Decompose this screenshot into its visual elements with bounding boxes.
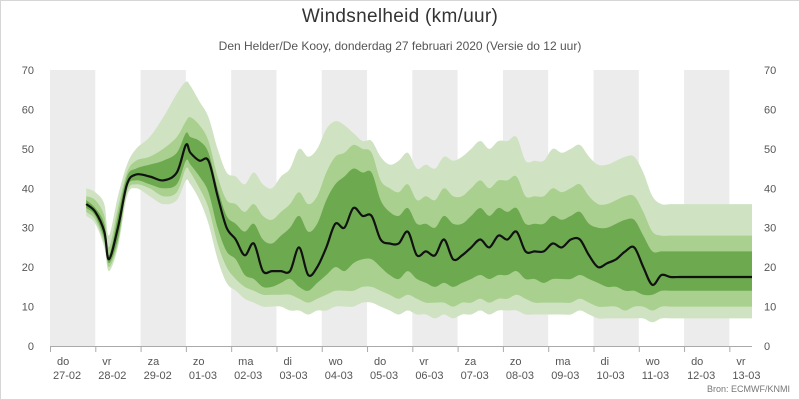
x-tick-date: 04-03 bbox=[325, 370, 353, 382]
y-tick-label-left: 60 bbox=[22, 104, 34, 116]
x-tick-date: 08-03 bbox=[506, 370, 534, 382]
x-tick-day: wo bbox=[645, 356, 660, 368]
y-tick-label-right: 60 bbox=[764, 104, 776, 116]
y-tick-label-left: 40 bbox=[22, 183, 34, 195]
y-tick-label-right: 70 bbox=[764, 65, 776, 77]
x-tick-date: 09-03 bbox=[551, 370, 579, 382]
x-tick-date: 12-03 bbox=[687, 370, 715, 382]
x-tick-day: di bbox=[283, 356, 292, 368]
y-tick-label-right: 0 bbox=[764, 341, 770, 353]
y-tick-label-left: 50 bbox=[22, 144, 34, 156]
x-tick-day: zo bbox=[193, 356, 205, 368]
source-credit: Bron: ECMWF/KNMI bbox=[706, 384, 790, 394]
chart-subtitle: Den Helder/De Kooy, donderdag 27 februar… bbox=[218, 39, 582, 53]
y-tick-label-left: 20 bbox=[22, 262, 34, 274]
x-tick-date: 05-03 bbox=[370, 370, 398, 382]
x-tick-day: zo bbox=[510, 356, 522, 368]
y-tick-label-left: 0 bbox=[28, 341, 34, 353]
x-tick-day: do bbox=[374, 356, 386, 368]
y-tick-label-right: 20 bbox=[764, 262, 776, 274]
x-tick-date: 29-02 bbox=[144, 370, 172, 382]
y-tick-label-right: 30 bbox=[764, 223, 776, 235]
y-tick-label-left: 30 bbox=[22, 223, 34, 235]
x-tick-date: 11-03 bbox=[642, 370, 669, 382]
probability-bands bbox=[86, 81, 752, 323]
x-tick-date: 27-02 bbox=[53, 370, 81, 382]
y-axis-left: 0 10 20 30 40 50 60 70 bbox=[22, 65, 34, 353]
x-tick-date: 03-03 bbox=[279, 370, 307, 382]
x-tick-date: 02-03 bbox=[234, 370, 262, 382]
y-tick-label-right: 10 bbox=[764, 302, 776, 314]
x-tick-date: 10-03 bbox=[596, 370, 624, 382]
x-tick-date: 01-03 bbox=[189, 370, 217, 382]
x-tick-day: ma bbox=[238, 356, 254, 368]
band-inner bbox=[86, 132, 752, 296]
x-tick-day: do bbox=[57, 356, 69, 368]
y-tick-label-left: 70 bbox=[22, 65, 34, 77]
x-tick-date: 28-02 bbox=[98, 370, 126, 382]
x-tick-day: wo bbox=[328, 356, 343, 368]
x-tick-day: ma bbox=[555, 356, 571, 368]
x-tick-day: vr bbox=[736, 356, 746, 368]
x-axis: do 27-02 vr 28-02 za 29-02 zo 01-03 ma 02-03 di 03-… bbox=[50, 346, 760, 382]
x-tick-day: do bbox=[691, 356, 703, 368]
x-tick-date: 13-03 bbox=[732, 370, 760, 382]
median-layer bbox=[85, 143, 752, 287]
x-tick-date: 06-03 bbox=[415, 370, 443, 382]
chart-title: Windsnelheid (km/uur) bbox=[301, 6, 499, 27]
x-tick-day: vr bbox=[419, 356, 429, 368]
x-tick-day: za bbox=[465, 356, 478, 368]
x-tick-day: di bbox=[600, 356, 609, 368]
y-tick-label-right: 40 bbox=[764, 183, 776, 195]
y-tick-label-left: 10 bbox=[22, 302, 34, 314]
y-axis-right: 0 10 20 30 40 50 60 70 bbox=[764, 65, 776, 353]
x-tick-day: za bbox=[148, 356, 161, 368]
median-line bbox=[85, 143, 752, 287]
x-tick-day: vr bbox=[102, 356, 112, 368]
y-tick-label-right: 50 bbox=[764, 144, 776, 156]
x-tick-date: 07-03 bbox=[461, 370, 489, 382]
